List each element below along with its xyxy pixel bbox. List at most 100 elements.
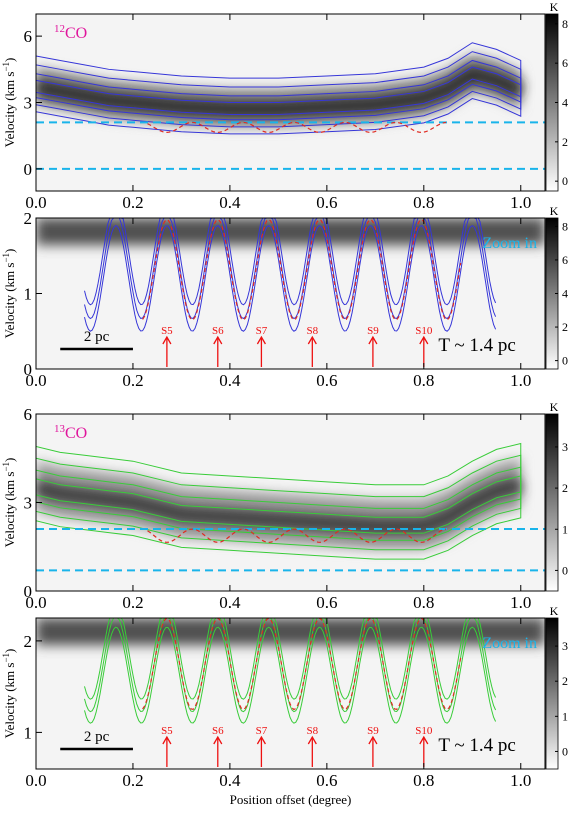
colorbar-tick-label: 2 bbox=[562, 674, 568, 688]
x-tick-label: 0.4 bbox=[219, 593, 241, 612]
emission-core bbox=[36, 477, 523, 535]
colorbar-unit: K bbox=[550, 400, 559, 414]
colorbar-unit: K bbox=[550, 0, 559, 14]
y-tick-label: 0 bbox=[24, 582, 33, 601]
contour-4 bbox=[36, 66, 522, 115]
model-curve bbox=[142, 618, 462, 711]
y-axis-label-close: ) bbox=[2, 458, 17, 462]
colorbar-tick-label: 2 bbox=[562, 320, 568, 334]
y-axis-label-main: Velocity (km s bbox=[2, 72, 17, 148]
x-tick-label: 0.4 bbox=[219, 371, 241, 390]
label-S8: S8 bbox=[307, 725, 319, 737]
model-curve bbox=[142, 218, 462, 321]
colorbar-tick-label: 6 bbox=[562, 253, 568, 267]
colorbar-tick-label: 8 bbox=[562, 219, 568, 233]
tracer-label-sup: 12 bbox=[54, 23, 65, 35]
x-tick-label: 0.2 bbox=[122, 371, 143, 390]
arrowhead-S6 bbox=[213, 335, 223, 345]
contour-2 bbox=[36, 51, 522, 128]
x-tick-label: 0.0 bbox=[25, 193, 46, 212]
x-tick-label: 0.8 bbox=[413, 193, 434, 212]
plot-area bbox=[36, 14, 545, 191]
panel-4: S5 S6 S7 S8 S9 S10 2 pc T ~ 1.4 pc Zoom in 0.0 0.2… bbox=[1, 604, 568, 807]
y-axis-label-sup: −1 bbox=[1, 253, 11, 263]
x-tick-label: 0.8 bbox=[413, 371, 434, 390]
contour-2 bbox=[36, 454, 522, 551]
tracer-label: 13CO bbox=[54, 423, 87, 442]
plot-area bbox=[36, 414, 545, 591]
x-tick-label: 0.4 bbox=[219, 771, 241, 790]
y-axis-label: Velocity (km s−1) bbox=[1, 249, 17, 339]
colorbar-tick-label: 4 bbox=[562, 96, 568, 110]
colorbar-tick-label: 2 bbox=[562, 481, 568, 495]
x-tick-label: 0.8 bbox=[413, 771, 434, 790]
y-tick-label: 1 bbox=[24, 285, 33, 304]
arrowhead-S6 bbox=[213, 735, 223, 745]
zoom-label: Zoom in bbox=[482, 235, 537, 252]
y-tick-label: 2 bbox=[24, 209, 33, 228]
x-tick-label: 0.6 bbox=[316, 193, 337, 212]
contour-3 bbox=[36, 59, 522, 121]
arrowhead-S5 bbox=[162, 335, 172, 345]
x-tick-label: 0.6 bbox=[316, 371, 337, 390]
label-S6: S6 bbox=[212, 725, 224, 737]
colorbar-tick-label: 0 bbox=[562, 563, 568, 577]
x-tick-label: 0.2 bbox=[122, 593, 143, 612]
arrowhead-S10 bbox=[419, 335, 429, 345]
contour-3 bbox=[84, 618, 497, 700]
y-axis-label-main: Velocity (km s bbox=[2, 472, 17, 548]
period-label: T ~ 1.4 pc bbox=[438, 335, 515, 356]
period-label: T ~ 1.4 pc bbox=[438, 735, 515, 756]
colorbar bbox=[545, 617, 559, 770]
y-tick-label: 2 bbox=[24, 632, 33, 651]
x-tick-label: 1.0 bbox=[510, 593, 531, 612]
plot-frame bbox=[35, 617, 546, 770]
x-tick-label: 1.0 bbox=[510, 771, 531, 790]
scalebar-label: 2 pc bbox=[84, 729, 110, 745]
y-axis-label-sup: −1 bbox=[1, 462, 11, 472]
y-tick-label: 6 bbox=[24, 27, 33, 46]
x-tick-label: 0.0 bbox=[25, 771, 46, 790]
colorbar-unit: K bbox=[550, 204, 559, 218]
arrowhead-S8 bbox=[307, 335, 317, 345]
plot-area bbox=[36, 618, 545, 769]
arrowhead-S5 bbox=[162, 735, 172, 745]
colorbar-tick-label: 6 bbox=[562, 56, 568, 70]
y-axis-label-close: ) bbox=[2, 58, 17, 62]
label-S10: S10 bbox=[415, 325, 433, 337]
x-tick-label: 0.0 bbox=[25, 593, 46, 612]
arrowhead-S10 bbox=[419, 735, 429, 745]
label-S5: S5 bbox=[161, 325, 173, 337]
label-S5: S5 bbox=[161, 725, 173, 737]
arrowhead-S7 bbox=[256, 735, 266, 745]
contour-1 bbox=[84, 626, 497, 724]
scalebar-label: 2 pc bbox=[84, 329, 110, 345]
y-axis-label-sup: −1 bbox=[1, 62, 11, 72]
colorbar-tick-label: 1 bbox=[562, 522, 568, 536]
y-axis-label: Velocity (km s−1) bbox=[1, 58, 17, 148]
y-tick-label: 3 bbox=[24, 494, 33, 513]
y-axis-label: Velocity (km s−1) bbox=[1, 649, 17, 739]
panel-2: S5 S6 S7 S8 S9 S10 2 pc T ~ 1.4 pc Zoom in 0.0 0.2… bbox=[1, 204, 568, 390]
contour-3 bbox=[84, 218, 497, 306]
label-S6: S6 bbox=[212, 325, 224, 337]
label-S9: S9 bbox=[367, 325, 379, 337]
label-S7: S7 bbox=[256, 725, 268, 737]
y-axis-label-sup: −1 bbox=[1, 653, 11, 663]
arrowhead-S8 bbox=[307, 735, 317, 745]
x-tick-label: 0.2 bbox=[122, 771, 143, 790]
x-tick-label: 0.2 bbox=[122, 193, 143, 212]
arrowhead-S9 bbox=[368, 735, 378, 745]
y-tick-label: 0 bbox=[24, 360, 33, 379]
colorbar-tick-label: 8 bbox=[562, 17, 568, 31]
colorbar-tick-label: 0 bbox=[562, 744, 568, 758]
colorbar-tick-label: 2 bbox=[562, 135, 568, 149]
y-tick-label: 0 bbox=[24, 160, 33, 179]
model-curve bbox=[147, 528, 447, 543]
contour-3 bbox=[36, 466, 522, 541]
colorbar-tick-label: 3 bbox=[562, 639, 568, 653]
arrowhead-S9 bbox=[368, 335, 378, 345]
x-axis-label: Position offset (degree) bbox=[230, 792, 352, 807]
y-tick-label: 1 bbox=[24, 723, 33, 742]
x-tick-label: 1.0 bbox=[510, 193, 531, 212]
